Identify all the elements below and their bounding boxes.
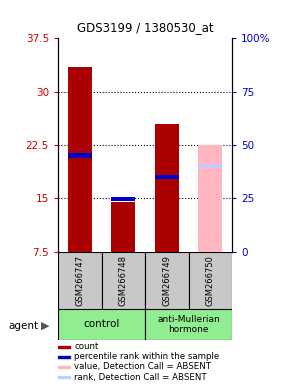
Text: GSM266747: GSM266747 bbox=[75, 255, 84, 306]
Text: control: control bbox=[83, 319, 120, 329]
Bar bbox=[188, 252, 232, 309]
Bar bbox=[58, 376, 70, 378]
Bar bbox=[145, 252, 188, 309]
Bar bbox=[58, 309, 145, 340]
Text: ▶: ▶ bbox=[41, 321, 49, 331]
Bar bbox=[68, 154, 92, 158]
Text: anti-Mullerian
hormone: anti-Mullerian hormone bbox=[157, 315, 220, 334]
Text: count: count bbox=[74, 342, 99, 351]
Bar bbox=[111, 197, 135, 201]
Bar bbox=[155, 175, 179, 179]
Bar bbox=[198, 164, 222, 169]
Bar bbox=[58, 356, 70, 358]
Bar bbox=[58, 252, 102, 309]
Text: value, Detection Call = ABSENT: value, Detection Call = ABSENT bbox=[74, 362, 211, 371]
Bar bbox=[145, 309, 232, 340]
Bar bbox=[198, 145, 222, 252]
Text: agent: agent bbox=[9, 321, 39, 331]
Text: percentile rank within the sample: percentile rank within the sample bbox=[74, 353, 220, 361]
Bar bbox=[155, 124, 179, 252]
Text: GDS3199 / 1380530_at: GDS3199 / 1380530_at bbox=[77, 21, 213, 34]
Bar bbox=[68, 67, 92, 252]
Text: GSM266750: GSM266750 bbox=[206, 255, 215, 306]
Bar bbox=[58, 366, 70, 368]
Text: rank, Detection Call = ABSENT: rank, Detection Call = ABSENT bbox=[74, 372, 207, 382]
Bar bbox=[58, 346, 70, 348]
Bar bbox=[111, 202, 135, 252]
Text: GSM266749: GSM266749 bbox=[162, 255, 171, 306]
Text: GSM266748: GSM266748 bbox=[119, 255, 128, 306]
Bar bbox=[102, 252, 145, 309]
